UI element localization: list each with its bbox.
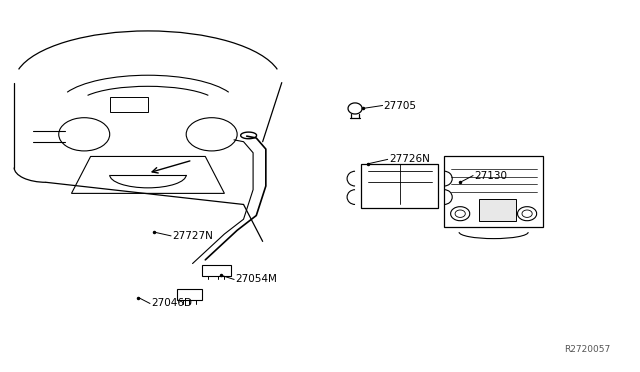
Text: 27130: 27130	[474, 171, 508, 181]
Text: 27726N: 27726N	[389, 154, 429, 164]
FancyBboxPatch shape	[479, 199, 516, 221]
Text: 27727N: 27727N	[172, 231, 213, 241]
Text: R2720057: R2720057	[564, 345, 610, 354]
Text: 27705: 27705	[384, 100, 417, 110]
Text: 27054M: 27054M	[236, 275, 277, 285]
Text: 27046D: 27046D	[151, 298, 192, 308]
